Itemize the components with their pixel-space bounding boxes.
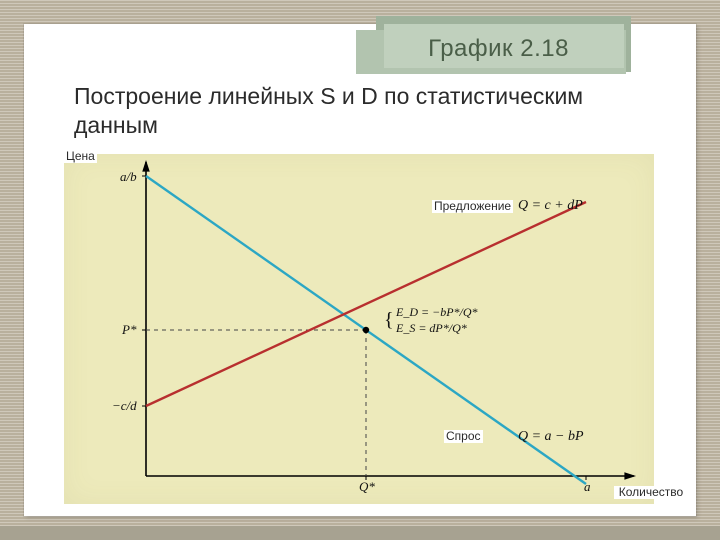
label-quantity: Количество [614,486,688,499]
label-demand: Спрос [444,430,483,443]
formula-demand: Q = a − bP [516,429,586,444]
xtick-a: a [582,480,593,494]
formula-supply: Q = c + dP [516,198,585,213]
xtick-q-star: Q* [357,480,377,494]
chart-area: a/b P* −c/d Q* a Q = c + dP Q = a − bP {… [64,154,654,504]
supply-line [146,202,586,406]
formula-elasticity-d: E_D = −bP*/Q* [394,306,480,319]
slide-subtitle: Построение линейных S и D по статистичес… [74,82,634,140]
formula-elasticity-s: E_S = dP*/Q* [394,322,469,335]
ytick-p-star: P* [120,323,138,337]
label-price: Цена [64,150,97,163]
slide-root: График 2.18 Построение линейных S и D по… [0,0,720,540]
header-title: График 2.18 [371,24,626,74]
ytick-a-over-b: a/b [118,170,139,184]
footer-bar [0,526,720,540]
content-panel: График 2.18 Построение линейных S и D по… [24,24,696,516]
label-supply: Предложение [432,200,513,213]
equilibrium-point [363,327,369,333]
ytick-neg-c-over-d: −c/d [110,399,139,413]
